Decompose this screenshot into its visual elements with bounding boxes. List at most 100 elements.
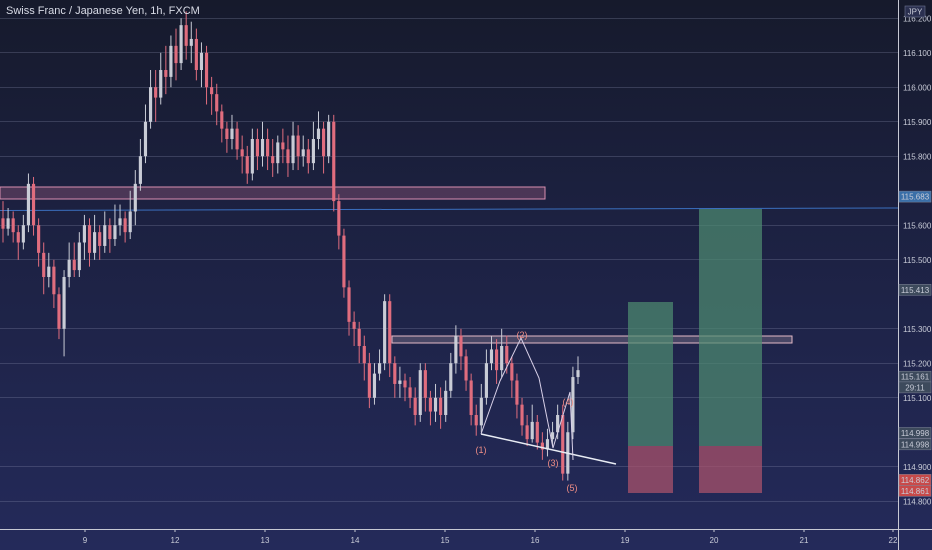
candle[interactable]	[255, 128, 260, 171]
wave-trendline[interactable]	[480, 433, 617, 465]
candle[interactable]	[393, 356, 397, 398]
candle[interactable]	[423, 363, 427, 412]
candle[interactable]	[449, 352, 453, 398]
candle[interactable]	[525, 415, 529, 447]
horizontal-ray-line[interactable]	[0, 207, 899, 211]
candle[interactable]	[77, 232, 81, 277]
candle[interactable]	[159, 52, 163, 105]
candle[interactable]	[316, 111, 321, 150]
candle[interactable]	[342, 228, 346, 298]
candle[interactable]	[6, 208, 10, 236]
candle[interactable]	[250, 128, 254, 181]
candle[interactable]	[281, 128, 285, 164]
candle[interactable]	[93, 214, 97, 260]
candle[interactable]	[47, 252, 51, 288]
candle[interactable]	[82, 214, 86, 260]
candle[interactable]	[321, 121, 326, 174]
candle[interactable]	[235, 121, 239, 160]
candle[interactable]	[576, 356, 580, 384]
candle[interactable]	[337, 194, 341, 250]
candle[interactable]	[26, 173, 31, 233]
candle[interactable]	[377, 349, 382, 381]
wave-path[interactable]	[480, 336, 574, 461]
candle[interactable]	[204, 45, 209, 105]
stop-zone-1[interactable]	[628, 446, 673, 493]
candle[interactable]	[352, 311, 356, 347]
candle[interactable]	[164, 45, 168, 95]
candle[interactable]	[357, 321, 361, 364]
candle[interactable]	[428, 390, 433, 426]
candle[interactable]	[118, 204, 122, 236]
candle[interactable]	[57, 287, 61, 340]
candle[interactable]	[210, 76, 214, 115]
candle[interactable]	[306, 139, 310, 174]
candle[interactable]	[479, 383, 483, 433]
candle[interactable]	[444, 380, 448, 422]
candle[interactable]	[489, 335, 494, 371]
candle[interactable]	[189, 21, 193, 64]
candle[interactable]	[184, 11, 188, 60]
resistance-zone-upper[interactable]	[0, 186, 546, 200]
candle[interactable]	[439, 387, 443, 429]
candle[interactable]	[154, 70, 158, 122]
candle[interactable]	[550, 421, 555, 447]
candle[interactable]	[225, 121, 229, 153]
candle[interactable]	[21, 214, 25, 250]
candle[interactable]	[52, 259, 56, 309]
stop-zone-2[interactable]	[699, 446, 762, 493]
candle[interactable]	[148, 70, 153, 129]
candle[interactable]	[215, 83, 219, 126]
candle[interactable]	[220, 104, 224, 143]
candle[interactable]	[515, 373, 519, 419]
candle[interactable]	[133, 170, 137, 226]
candle[interactable]	[454, 325, 458, 374]
candle[interactable]	[571, 366, 575, 440]
candle[interactable]	[271, 139, 275, 177]
candle[interactable]	[62, 270, 66, 357]
candle[interactable]	[464, 349, 468, 391]
candle[interactable]	[240, 135, 244, 174]
target-zone-2[interactable]	[699, 209, 762, 446]
candle[interactable]	[128, 190, 132, 240]
candle[interactable]	[276, 135, 280, 174]
candle[interactable]	[311, 121, 315, 171]
candle[interactable]	[408, 377, 412, 409]
candle[interactable]	[495, 339, 499, 384]
candle[interactable]	[174, 28, 178, 81]
candle[interactable]	[535, 415, 539, 450]
candle[interactable]	[296, 125, 300, 171]
candle[interactable]	[179, 18, 183, 70]
candle[interactable]	[362, 335, 366, 381]
candle[interactable]	[103, 211, 107, 253]
candle[interactable]	[138, 139, 142, 191]
candle[interactable]	[510, 356, 514, 398]
resistance-zone-lower[interactable]	[391, 335, 793, 344]
candle[interactable]	[169, 35, 173, 88]
candle[interactable]	[327, 114, 331, 164]
candle[interactable]	[123, 211, 127, 243]
candle[interactable]	[143, 104, 148, 164]
candle[interactable]	[545, 428, 550, 457]
candle[interactable]	[113, 204, 117, 246]
candle[interactable]	[87, 218, 92, 267]
candle[interactable]	[433, 383, 438, 422]
candle[interactable]	[332, 114, 336, 212]
candle[interactable]	[530, 404, 534, 443]
candle[interactable]	[108, 218, 112, 253]
candle[interactable]	[540, 432, 544, 460]
candle[interactable]	[372, 363, 377, 405]
candle[interactable]	[286, 135, 290, 177]
candle[interactable]	[301, 135, 305, 167]
candle[interactable]	[566, 421, 570, 481]
candle[interactable]	[98, 225, 102, 260]
candle[interactable]	[194, 28, 198, 81]
candle[interactable]	[383, 294, 387, 371]
candle[interactable]	[403, 373, 407, 402]
candle[interactable]	[266, 128, 270, 171]
candle[interactable]	[413, 387, 417, 426]
candle[interactable]	[474, 404, 478, 436]
candle[interactable]	[199, 42, 204, 88]
candle[interactable]	[42, 242, 46, 295]
candle[interactable]	[1, 201, 5, 243]
